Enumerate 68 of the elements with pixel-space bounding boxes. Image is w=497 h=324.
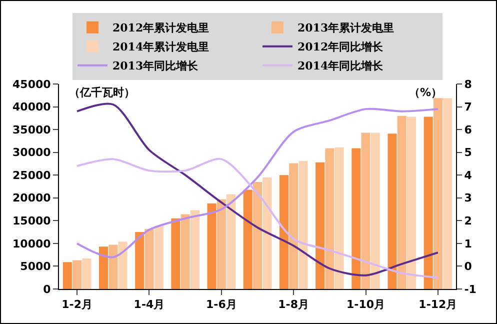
bar xyxy=(72,260,82,289)
y2-tick-label: -1 xyxy=(464,282,476,296)
y2-tick-label: 5 xyxy=(464,146,472,160)
y-tick-label: 15000 xyxy=(12,214,52,228)
bar xyxy=(352,148,361,289)
bar xyxy=(397,116,406,289)
y2-tick-label: 2 xyxy=(464,214,472,228)
bar xyxy=(118,242,128,289)
y-tick-label: 35000 xyxy=(12,123,52,136)
y2-tick-label: 7 xyxy=(464,100,472,114)
x-tick-label: 1-4月 xyxy=(134,298,165,312)
bar xyxy=(180,214,190,289)
bar xyxy=(226,194,236,289)
bar xyxy=(190,210,200,289)
y2-tick-label: 3 xyxy=(464,192,472,205)
legend-label: 2014年同比增长 xyxy=(298,60,384,73)
bar xyxy=(325,148,334,289)
legend-label: 2013年累计发电里 xyxy=(298,22,394,35)
legend-label: 2012年同比增长 xyxy=(298,40,384,54)
bar xyxy=(406,116,416,289)
bar xyxy=(262,177,272,289)
y-tick-label: 25000 xyxy=(12,168,52,182)
y-tick-label: 5000 xyxy=(20,260,52,274)
y-tick-label: 45000 xyxy=(12,78,52,91)
bar xyxy=(433,98,442,289)
y2-axis-title: （%） xyxy=(409,86,442,99)
y-tick-label: 0 xyxy=(43,282,52,296)
y-tick-label: 30000 xyxy=(12,146,52,160)
bar xyxy=(279,175,288,289)
y2-tick-label: 8 xyxy=(464,78,472,91)
bar xyxy=(135,232,144,289)
y2-tick-label: 1 xyxy=(464,237,472,250)
bar xyxy=(207,203,216,289)
x-tick-label: 1-6月 xyxy=(206,298,237,312)
y-tick-label: 40000 xyxy=(12,100,52,114)
bar xyxy=(316,162,325,289)
bar xyxy=(370,132,380,289)
legend-label: 2013年同比增长 xyxy=(112,60,200,73)
bar xyxy=(424,116,433,289)
bar xyxy=(243,190,252,289)
legend-label: 2012年累计发电里 xyxy=(112,22,210,35)
y-tick-label: 10000 xyxy=(12,237,52,250)
bar xyxy=(361,132,370,289)
bar xyxy=(108,244,118,289)
bar xyxy=(443,98,452,289)
bar xyxy=(62,262,72,289)
bar xyxy=(216,199,226,289)
bar xyxy=(298,160,308,289)
y2-tick-label: 4 xyxy=(464,168,472,182)
legend-label: 2014年累计发电里 xyxy=(112,40,210,54)
y-tick-label: 20000 xyxy=(12,192,52,205)
x-tick-label: 1-10月 xyxy=(346,298,386,312)
bar xyxy=(334,147,344,289)
line-series xyxy=(76,158,439,279)
bar xyxy=(171,218,180,289)
y-axis-title: （亿千瓦时） xyxy=(69,86,135,99)
bar xyxy=(289,163,298,289)
y2-tick-label: 6 xyxy=(464,123,472,136)
bar xyxy=(252,182,262,289)
y2-tick-label: 0 xyxy=(464,260,472,274)
bar xyxy=(99,246,108,289)
bar xyxy=(154,226,164,289)
bar xyxy=(388,134,397,289)
bar xyxy=(82,258,92,289)
x-tick-label: 1-8月 xyxy=(278,298,310,312)
x-tick-label: 1-12月 xyxy=(418,298,458,312)
bar xyxy=(144,228,154,289)
x-tick-label: 1-2月 xyxy=(62,298,92,312)
